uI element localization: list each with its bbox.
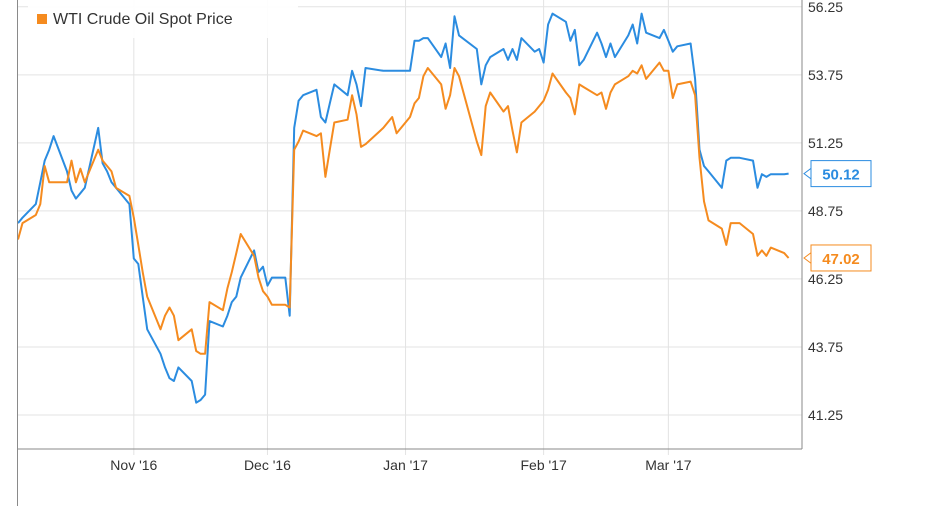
- legend: WTI Crude Oil Spot Price: [28, 0, 298, 38]
- end-label-box: [810, 160, 872, 188]
- x-tick-label: Jan '17: [383, 457, 428, 473]
- end-label-2: 47.02: [803, 244, 872, 272]
- series-layer: [17, 12, 790, 404]
- y-tick-label: 56.25: [808, 0, 843, 15]
- x-tick-label: Dec '16: [244, 457, 291, 473]
- y-tick-labels: 41.25 43.75 46.25 48.75 51.25 53.75 56.25: [808, 0, 843, 423]
- y-tick-label: 51.25: [808, 135, 843, 151]
- series-line-2: [17, 61, 790, 355]
- x-tick-labels: Nov '16 Dec '16 Jan '17 Feb '17 Mar '17: [110, 457, 691, 473]
- series-line-1: [17, 12, 789, 404]
- end-label-text: 47.02: [822, 251, 860, 268]
- legend-swatch: [37, 14, 47, 24]
- y-tick-label: 43.75: [808, 339, 843, 355]
- end-value-labels: 50.12 47.02: [803, 160, 872, 272]
- end-label-1: 50.12: [803, 160, 872, 188]
- y-tick-label: 41.25: [808, 407, 843, 423]
- grid-lines: [18, 6, 802, 416]
- legend-label: WTI Crude Oil Spot Price: [53, 11, 233, 28]
- x-tick-label: Mar '17: [645, 457, 691, 473]
- end-label-text: 50.12: [822, 167, 860, 184]
- y-tick-label: 48.75: [808, 203, 843, 219]
- y-tick-label: 46.25: [808, 271, 843, 287]
- legend-item-2: WTI Crude Oil Spot Price: [37, 11, 233, 28]
- x-tick-label: Nov '16: [110, 457, 157, 473]
- y-tick-label: 53.75: [808, 67, 843, 83]
- legend-background: [28, 0, 298, 38]
- end-label-box: [810, 244, 872, 272]
- x-tick-marks: [133, 0, 669, 455]
- x-tick-label: Feb '17: [521, 457, 567, 473]
